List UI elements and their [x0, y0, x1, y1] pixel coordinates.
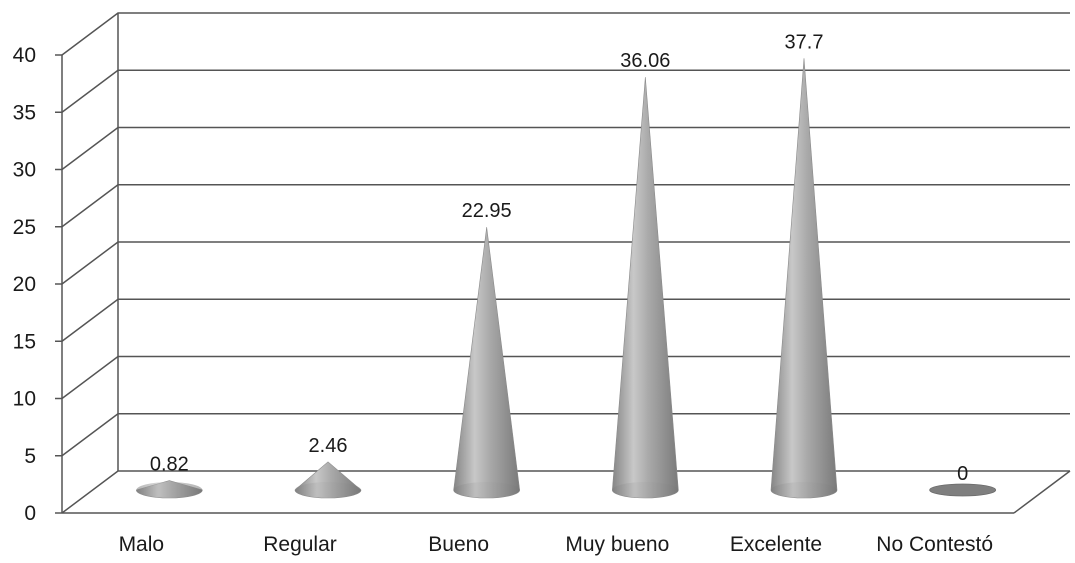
data-label: 22.95 [462, 200, 512, 222]
gridlines [61, 12, 1070, 514]
y-tick-label: 5 [24, 445, 36, 468]
cone-bar [770, 58, 838, 499]
cone-base [771, 482, 837, 498]
x-tick-label: Regular [263, 533, 337, 556]
y-tick-label: 35 [13, 101, 36, 124]
x-tick-label: Bueno [428, 533, 489, 556]
x-tick-label: Muy bueno [565, 533, 669, 556]
cone-bar [453, 227, 520, 499]
cone-base [453, 482, 520, 498]
gridline [61, 69, 1070, 113]
gridline [61, 126, 1070, 171]
cone-bar [612, 77, 679, 499]
data-label: 37.7 [785, 31, 824, 53]
x-tick-label: No Contestó [876, 533, 993, 556]
x-axis-ticks: Malo Regular Bueno Muy bueno Excelente No Con… [119, 533, 993, 556]
y-tick-label: 0 [24, 502, 36, 525]
y-tick-label: 30 [13, 159, 36, 182]
cone-bar [929, 483, 997, 497]
y-axis-ticks: 0 5 10 15 20 25 30 35 40 [13, 44, 62, 525]
gridline [61, 470, 1070, 514]
gridline [61, 355, 1070, 400]
y-tick-label: 20 [13, 273, 36, 296]
data-label: 2.46 [309, 435, 348, 457]
gridline [61, 298, 1070, 342]
cone-base [612, 482, 679, 498]
data-label: 0 [957, 463, 968, 485]
x-tick-label: Malo [119, 533, 165, 556]
chart-frame [61, 13, 1071, 514]
y-tick-label: 10 [13, 388, 36, 411]
gridline [61, 184, 1070, 228]
data-label: 36.06 [620, 50, 670, 72]
x-tick-label: Excelente [730, 533, 822, 556]
y-tick-label: 40 [13, 44, 36, 67]
cone-base [295, 482, 361, 498]
y-tick-label: 25 [13, 216, 36, 239]
y-tick-label: 15 [13, 330, 36, 353]
gridline [61, 12, 1070, 56]
floor-right-edge [1013, 470, 1071, 514]
gridline [61, 413, 1070, 457]
data-label: 0.82 [150, 454, 189, 476]
data-labels: 0.82 2.46 22.95 36.06 37.7 0 [150, 31, 968, 485]
cone-base [136, 482, 203, 498]
cones [136, 58, 997, 499]
gridline [61, 241, 1070, 285]
